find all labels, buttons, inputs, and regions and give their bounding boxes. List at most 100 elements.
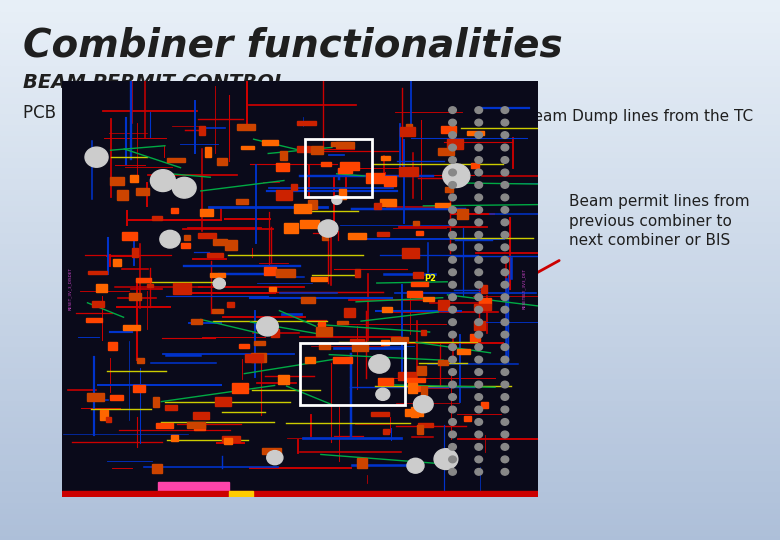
Bar [310, 146, 323, 153]
Circle shape [501, 394, 509, 400]
Circle shape [85, 147, 108, 167]
Circle shape [475, 381, 483, 388]
Bar [0, 146, 780, 151]
Bar [0, 92, 780, 97]
Bar [305, 139, 371, 198]
Circle shape [475, 256, 483, 263]
Bar [88, 271, 107, 274]
Bar [470, 334, 480, 341]
Bar [319, 343, 329, 349]
Circle shape [475, 132, 483, 138]
Bar [245, 354, 263, 361]
Bar [417, 426, 423, 435]
Bar [129, 293, 140, 300]
Circle shape [475, 181, 483, 188]
Text: Beam Dump lines from the TC: Beam Dump lines from the TC [523, 109, 753, 124]
Bar [407, 378, 424, 382]
Bar [438, 360, 448, 365]
Circle shape [501, 144, 509, 151]
Bar [410, 386, 420, 391]
Circle shape [448, 107, 456, 113]
Bar [411, 281, 427, 286]
Bar [229, 490, 253, 497]
Bar [0, 319, 780, 324]
Bar [284, 223, 298, 233]
Circle shape [413, 396, 433, 413]
Bar [0, 103, 780, 108]
Circle shape [369, 355, 390, 373]
Bar [291, 184, 297, 190]
Bar [172, 208, 178, 213]
Bar [100, 410, 108, 420]
Bar [0, 54, 780, 59]
Bar [213, 239, 227, 245]
Circle shape [475, 306, 483, 313]
Bar [352, 342, 367, 351]
Bar [464, 416, 471, 421]
Circle shape [213, 278, 225, 289]
Circle shape [332, 195, 342, 205]
Bar [0, 292, 780, 297]
Bar [96, 284, 107, 292]
Bar [147, 284, 153, 287]
Bar [152, 464, 162, 474]
Bar [215, 397, 231, 406]
Text: P2: P2 [424, 274, 436, 282]
Circle shape [501, 207, 509, 213]
Bar [391, 338, 408, 342]
Bar [217, 158, 227, 165]
Circle shape [475, 344, 483, 350]
Circle shape [501, 443, 509, 450]
Bar [0, 86, 780, 92]
Bar [225, 240, 237, 251]
Circle shape [448, 469, 456, 475]
Bar [0, 383, 780, 389]
Bar [87, 393, 105, 401]
Circle shape [448, 144, 456, 151]
Bar [0, 297, 780, 302]
Bar [0, 281, 780, 286]
Bar [336, 143, 354, 148]
Bar [337, 321, 348, 325]
Bar [417, 366, 426, 375]
Bar [366, 173, 385, 183]
Bar [158, 482, 229, 492]
Bar [0, 394, 780, 400]
Circle shape [475, 144, 483, 151]
Bar [0, 211, 780, 216]
Bar [0, 432, 780, 437]
Circle shape [475, 169, 483, 176]
Bar [0, 238, 780, 243]
Bar [0, 22, 780, 27]
Bar [0, 194, 780, 200]
Bar [0, 32, 780, 38]
Bar [0, 221, 780, 227]
Bar [423, 297, 434, 301]
Circle shape [475, 456, 483, 463]
Bar [0, 184, 780, 189]
Bar [0, 259, 780, 265]
Bar [190, 319, 201, 324]
Circle shape [475, 406, 483, 413]
Circle shape [448, 394, 456, 400]
Bar [0, 470, 780, 475]
Bar [0, 389, 780, 394]
Circle shape [501, 369, 509, 375]
Circle shape [475, 219, 483, 226]
Bar [0, 454, 780, 459]
Bar [322, 230, 328, 240]
Bar [132, 248, 138, 257]
Bar [200, 209, 213, 217]
Bar [156, 423, 173, 428]
Bar [474, 321, 485, 330]
Circle shape [501, 157, 509, 163]
Bar [417, 423, 434, 427]
Bar [222, 436, 240, 442]
Bar [153, 397, 159, 407]
Bar [0, 200, 780, 205]
Circle shape [267, 450, 283, 465]
Circle shape [448, 369, 456, 375]
Bar [0, 162, 780, 167]
Bar [0, 270, 780, 275]
Circle shape [448, 256, 456, 263]
